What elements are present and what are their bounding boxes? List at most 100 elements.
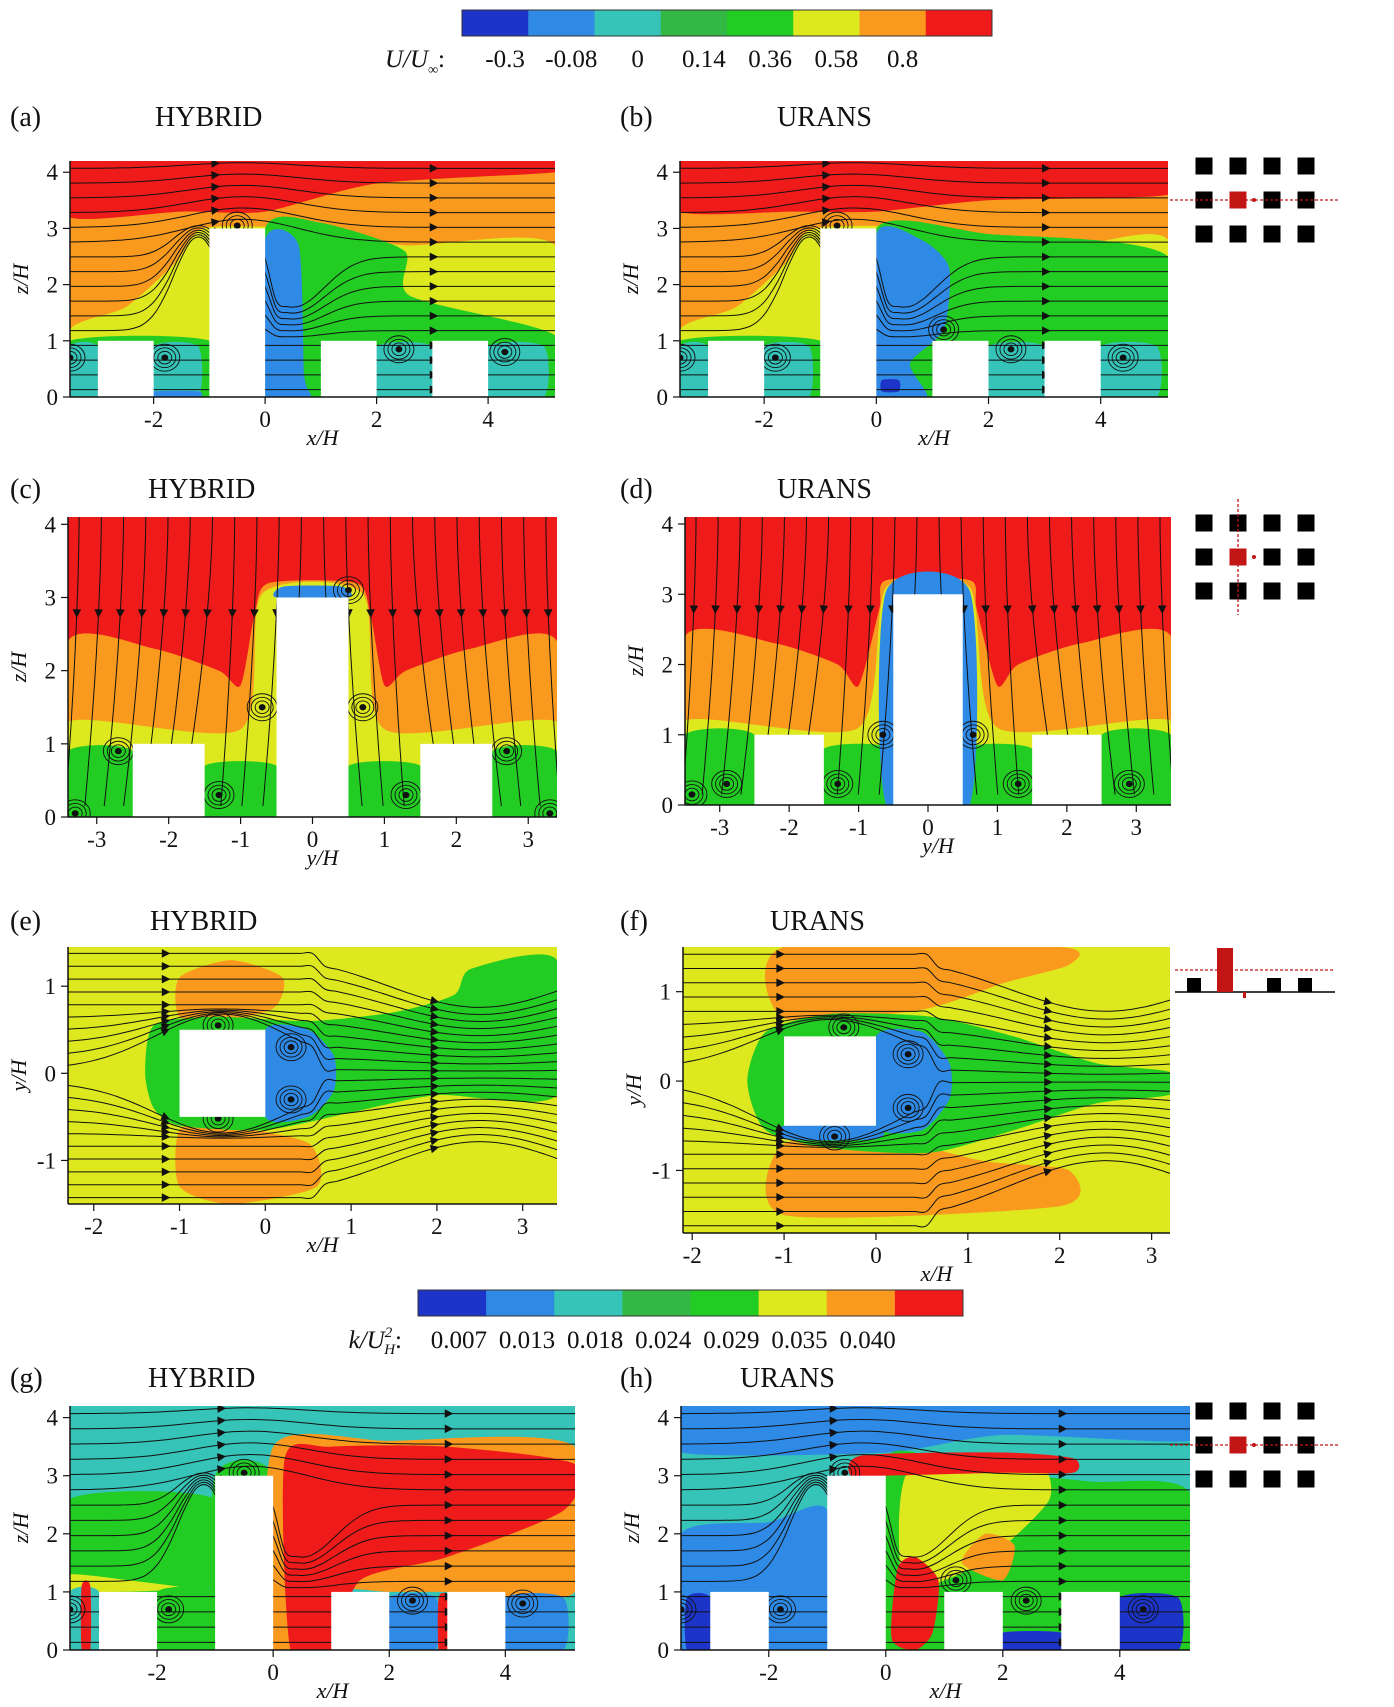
streamline bbox=[70, 231, 555, 326]
vortex-ring bbox=[398, 788, 414, 802]
vortex-core bbox=[519, 1600, 526, 1607]
contour-region bbox=[385, 1592, 440, 1650]
building-block bbox=[784, 1036, 876, 1126]
streamline bbox=[123, 517, 147, 807]
x-tick-label: 1 bbox=[345, 1214, 357, 1239]
streamline-arrow bbox=[732, 605, 742, 615]
x-tick-label: 2 bbox=[1061, 815, 1073, 840]
streamline-arrow bbox=[429, 223, 439, 232]
vortex-ring bbox=[254, 700, 270, 714]
vortex bbox=[491, 737, 523, 766]
vortex-ring bbox=[153, 347, 177, 369]
plot-area bbox=[683, 947, 1170, 1233]
streamline-arrow bbox=[161, 1141, 171, 1151]
vortex-ring bbox=[680, 347, 692, 369]
y-tick-label: 4 bbox=[47, 160, 59, 185]
streamline-arrow bbox=[1043, 1023, 1053, 1033]
streamline bbox=[70, 1479, 575, 1576]
vortex-ring bbox=[68, 802, 87, 817]
colorbar-tick: 0.007 bbox=[431, 1327, 487, 1354]
building-block bbox=[432, 340, 489, 397]
vortex-ring bbox=[1115, 350, 1131, 365]
streamline-arrow bbox=[160, 1112, 171, 1120]
streamline bbox=[68, 517, 80, 778]
vortex bbox=[68, 799, 91, 817]
contour-region bbox=[500, 1592, 569, 1650]
y-axis-label: z/H bbox=[6, 651, 31, 684]
inset-marker bbox=[1252, 1443, 1256, 1447]
streamline-arrow bbox=[430, 1129, 440, 1138]
vortex-core bbox=[772, 354, 779, 361]
streamline-arrow bbox=[829, 1428, 839, 1438]
streamline-arrow bbox=[430, 1027, 440, 1036]
streamline-arrow bbox=[829, 1440, 839, 1450]
streamline bbox=[681, 1454, 1190, 1476]
vortex bbox=[507, 1589, 539, 1618]
vortex-ring bbox=[283, 1040, 299, 1054]
streamline-arrow bbox=[1043, 1032, 1053, 1042]
vortex bbox=[153, 1595, 185, 1624]
streamline bbox=[523, 517, 541, 807]
streamline bbox=[836, 517, 852, 795]
streamline-arrow bbox=[821, 194, 831, 204]
y-tick-label: 1 bbox=[45, 974, 57, 999]
streamline-arrow bbox=[1071, 605, 1080, 615]
model-name: URANS bbox=[740, 1363, 835, 1394]
streamline-arrow bbox=[1044, 1059, 1053, 1069]
streamline-arrow bbox=[429, 237, 439, 247]
streamline-arrow bbox=[116, 609, 125, 618]
streamline bbox=[70, 234, 555, 332]
streamline-arrow bbox=[1058, 1470, 1068, 1479]
vortex-core bbox=[952, 1577, 959, 1584]
inset-building bbox=[1229, 1402, 1247, 1420]
streamline-arrow bbox=[430, 1121, 440, 1130]
building-block bbox=[99, 1591, 158, 1650]
building-block bbox=[331, 1591, 390, 1650]
panel-letter: (d) bbox=[620, 474, 653, 505]
vortex-core bbox=[215, 1022, 222, 1029]
x-tick-label: 0 bbox=[260, 1214, 272, 1239]
x-tick-label: -2 bbox=[759, 1660, 778, 1685]
streamline-arrow bbox=[430, 1058, 440, 1068]
vortex-core bbox=[879, 731, 886, 738]
y-axis-label: y/H bbox=[621, 1073, 646, 1108]
streamline-arrow bbox=[444, 1577, 454, 1586]
panel-h: -2 0 2 4 0 1 2 3 4 x/H z/H (h) URANS bbox=[619, 1363, 1340, 1703]
vortex-ring bbox=[896, 1097, 920, 1119]
streamline-arrow bbox=[444, 1546, 454, 1556]
streamline-arrow bbox=[1136, 605, 1145, 615]
inset-building bbox=[1298, 978, 1312, 992]
vortex-ring bbox=[1131, 1598, 1155, 1620]
inset-building bbox=[1263, 1470, 1281, 1488]
x-axis-label: y/H bbox=[920, 833, 955, 858]
contour-region bbox=[680, 161, 1168, 215]
y-tick-label: 2 bbox=[657, 273, 669, 298]
streamline bbox=[262, 517, 280, 807]
streamline bbox=[68, 1009, 557, 1051]
building-block bbox=[1044, 340, 1101, 397]
vortex-core bbox=[840, 1024, 847, 1031]
vortex-core bbox=[970, 731, 977, 738]
building-block bbox=[420, 743, 493, 817]
panel-f: -2 -1 0 1 2 3 -1 0 1 x/H y/H (f) URANS bbox=[620, 906, 1170, 1286]
panel-letter: (a) bbox=[10, 102, 41, 133]
streamline-arrow bbox=[203, 608, 212, 618]
streamline bbox=[70, 162, 555, 169]
streamline bbox=[683, 1014, 1170, 1052]
model-name: HYBRID bbox=[148, 1363, 255, 1394]
inset-building bbox=[1263, 582, 1281, 600]
inset-building bbox=[1195, 1470, 1213, 1488]
streamline-arrow bbox=[429, 1003, 440, 1013]
panel-g: -2 0 2 4 0 1 2 3 4 x/H z/H (g) HYBRID bbox=[8, 1363, 575, 1703]
streamline bbox=[685, 517, 697, 772]
contour-region bbox=[175, 1124, 322, 1204]
vortex-ring bbox=[70, 347, 82, 369]
vortex-ring bbox=[542, 806, 557, 817]
y-tick-label: 1 bbox=[660, 980, 672, 1005]
colorbar-swatch bbox=[594, 10, 662, 36]
vortex-ring bbox=[534, 799, 557, 817]
x-tick-label: 4 bbox=[1114, 1660, 1126, 1685]
streamline-arrow bbox=[829, 1406, 839, 1413]
contour-region bbox=[437, 1592, 449, 1650]
streamline-arrow bbox=[161, 1007, 171, 1017]
